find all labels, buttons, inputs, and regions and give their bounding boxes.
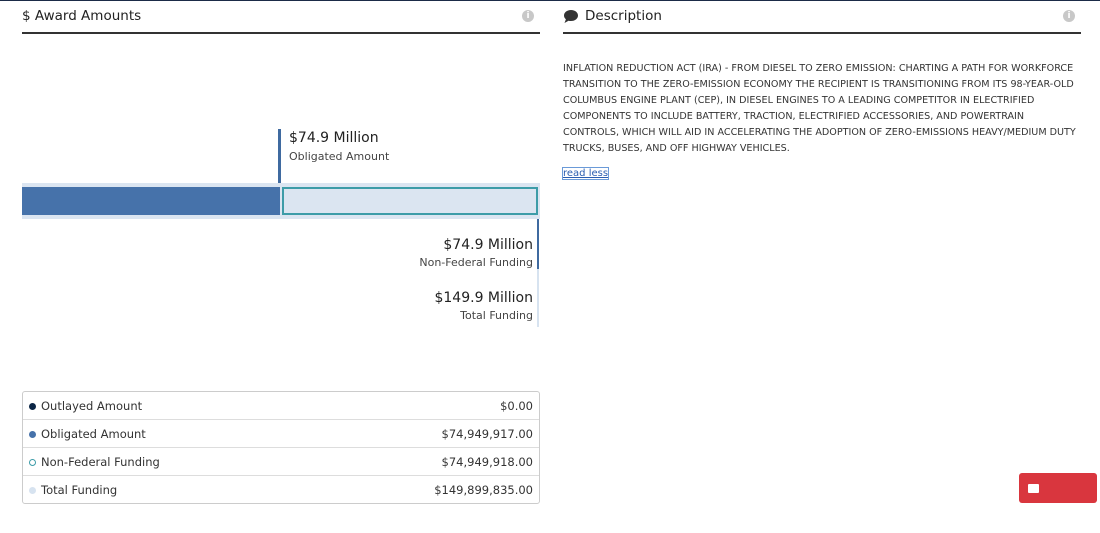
legend-label: Total Funding xyxy=(41,482,118,497)
panel-title: $ Award Amounts xyxy=(22,8,142,24)
legend-value: $74,949,918.00 xyxy=(313,447,539,476)
info-icon[interactable]: i xyxy=(1063,10,1075,22)
non-federal-bar xyxy=(282,187,538,215)
legend-row: Total Funding $149,899,835.00 xyxy=(23,475,539,503)
obligated-marker xyxy=(278,129,281,187)
legend-label: Obligated Amount xyxy=(41,426,146,441)
comment-icon xyxy=(564,10,578,23)
total-amount: $149.9 Million xyxy=(434,290,533,306)
legend-label: Non-Federal Funding xyxy=(41,454,160,469)
non-federal-label: Non-Federal Funding xyxy=(419,256,533,269)
legend-value: $149,899,835.00 xyxy=(313,475,539,503)
feedback-icon xyxy=(1028,484,1039,493)
legend-cell: Non-Federal Funding xyxy=(23,447,314,476)
description-text: INFLATION REDUCTION ACT (IRA) - FROM DIE… xyxy=(563,63,1076,154)
panel-title: Description xyxy=(585,8,662,24)
legend-dot xyxy=(29,402,36,410)
legend-value: $0.00 xyxy=(500,398,533,413)
feedback-button[interactable]: Feedback xyxy=(1019,473,1097,525)
legend-cell: Outlayed Amount xyxy=(23,392,314,420)
non-federal-marker xyxy=(537,219,539,269)
legend-cell: Total Funding xyxy=(23,475,314,503)
legend-table-box: Outlayed Amount $0.00 Obligated Amount $74,… xyxy=(22,391,540,504)
legend-table: Outlayed Amount $0.00 Obligated Amount $74,… xyxy=(23,392,539,503)
legend-row: Obligated Amount $74,949,917.00 xyxy=(23,419,539,448)
feedback-label: Feedback xyxy=(1019,511,1074,525)
obligated-amount: $74.9 Million xyxy=(289,130,379,146)
legend-cell: Obligated Amount xyxy=(23,419,314,448)
legend-value: $74,949,917.00 xyxy=(313,419,539,448)
info-icon[interactable]: i xyxy=(522,10,534,22)
legend-dot xyxy=(29,486,36,494)
legend-dot xyxy=(29,458,36,466)
title-rule xyxy=(563,32,1081,34)
title-rule xyxy=(22,32,540,34)
legend-label: Outlayed Amount xyxy=(41,398,143,413)
obligated-bar xyxy=(22,187,280,215)
legend-row: Non-Federal Funding $74,949,918.00 xyxy=(23,447,539,476)
legend-row: Outlayed Amount $0.00 xyxy=(23,392,539,420)
total-marker xyxy=(537,269,539,327)
non-federal-amount: $74.9 Million xyxy=(443,237,533,253)
total-label: Total Funding xyxy=(460,309,533,322)
legend-dot xyxy=(29,430,36,438)
read-less-link[interactable]: read less xyxy=(561,167,610,180)
obligated-label: Obligated Amount xyxy=(289,150,390,163)
